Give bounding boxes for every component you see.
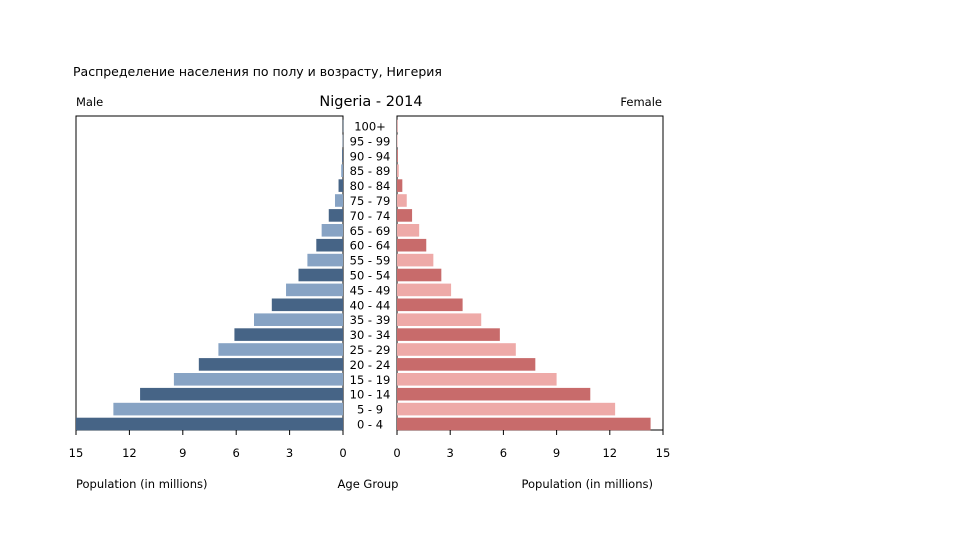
age-group-label: 55 - 59	[350, 254, 391, 268]
male-bar	[328, 209, 343, 222]
age-group-label: 0 - 4	[357, 418, 383, 432]
age-group-label: 100+	[354, 120, 386, 134]
age-group-label: 5 - 9	[357, 403, 383, 417]
ticks-group: 0 0 3 3 6 6 9 9 12 12 15 15	[69, 430, 671, 460]
male-bar	[140, 387, 343, 401]
female-axis-label: Population (in millions)	[522, 477, 654, 491]
age-group-label: 70 - 74	[350, 209, 391, 223]
male-bar	[218, 343, 343, 356]
female-bar	[397, 119, 398, 133]
female-bar	[397, 209, 413, 222]
male-tick-label: 9	[179, 446, 186, 460]
male-bar	[321, 224, 343, 237]
male-tick-label: 3	[286, 446, 293, 460]
age-group-label: 45 - 49	[350, 283, 391, 297]
male-bar	[342, 134, 344, 148]
female-bar	[397, 253, 434, 267]
age-group-label: 30 - 34	[350, 328, 391, 342]
female-bar	[397, 358, 536, 371]
slide-caption: Распределение населения по полу и возрас…	[73, 64, 442, 79]
age-group-label: 85 - 89	[350, 164, 391, 178]
female-tick-label: 3	[447, 446, 454, 460]
female-bar	[397, 417, 651, 431]
male-label: Male	[76, 95, 103, 109]
female-bar	[397, 387, 591, 401]
male-bar	[173, 373, 343, 386]
male-tick-label: 0	[339, 446, 346, 460]
female-bar	[397, 238, 427, 252]
male-bar	[234, 328, 343, 341]
female-bar	[397, 328, 500, 341]
female-bar	[397, 402, 616, 416]
male-bar	[198, 358, 343, 371]
female-bar	[397, 164, 399, 177]
male-bar	[271, 298, 343, 312]
male-tick-label: 12	[122, 446, 137, 460]
male-bar	[342, 119, 344, 133]
female-bar	[397, 224, 420, 237]
female-tick-label: 6	[500, 446, 507, 460]
age-group-label: 90 - 94	[350, 149, 391, 163]
age-group-label: 10 - 14	[350, 388, 391, 402]
chart-title: Nigeria - 2014	[319, 94, 422, 110]
age-group-label: 60 - 64	[350, 239, 391, 253]
age-group-label: 35 - 39	[350, 313, 391, 327]
female-label: Female	[620, 95, 662, 109]
age-group-axis-label: Age Group	[338, 477, 399, 491]
female-bar	[397, 283, 452, 297]
age-group-label: 40 - 44	[350, 298, 391, 312]
male-bar	[338, 179, 343, 192]
male-bar	[316, 238, 343, 252]
age-group-label: 15 - 19	[350, 373, 391, 387]
age-group-label: 80 - 84	[350, 179, 391, 193]
male-bar	[254, 313, 343, 326]
female-bar	[397, 134, 398, 148]
female-tick-label: 0	[393, 446, 400, 460]
female-bar	[397, 298, 463, 312]
male-tick-label: 15	[69, 446, 84, 460]
age-group-label: 75 - 79	[350, 194, 391, 208]
male-bar	[76, 417, 343, 431]
bars-group	[76, 119, 651, 431]
female-bar	[397, 313, 482, 326]
age-group-label: 25 - 29	[350, 343, 391, 357]
male-bar	[113, 402, 343, 416]
female-bar	[397, 149, 398, 163]
male-bar	[298, 268, 343, 282]
female-tick-label: 15	[656, 446, 671, 460]
age-group-label: 50 - 54	[350, 269, 391, 283]
male-bar	[342, 149, 343, 163]
male-bar	[286, 283, 343, 297]
female-bar	[397, 194, 407, 207]
age-group-label: 65 - 69	[350, 224, 391, 238]
female-bar	[397, 343, 516, 356]
female-bar	[397, 268, 442, 282]
female-tick-label: 12	[602, 446, 617, 460]
age-group-label: 95 - 99	[350, 134, 391, 148]
male-tick-label: 6	[233, 446, 240, 460]
male-bar	[334, 194, 343, 207]
female-bar	[397, 179, 403, 192]
female-bar	[397, 373, 557, 386]
female-tick-label: 9	[553, 446, 560, 460]
male-bar	[307, 253, 343, 267]
male-axis-label: Population (in millions)	[76, 477, 208, 491]
age-group-label: 20 - 24	[350, 358, 391, 372]
male-bar	[341, 164, 343, 177]
